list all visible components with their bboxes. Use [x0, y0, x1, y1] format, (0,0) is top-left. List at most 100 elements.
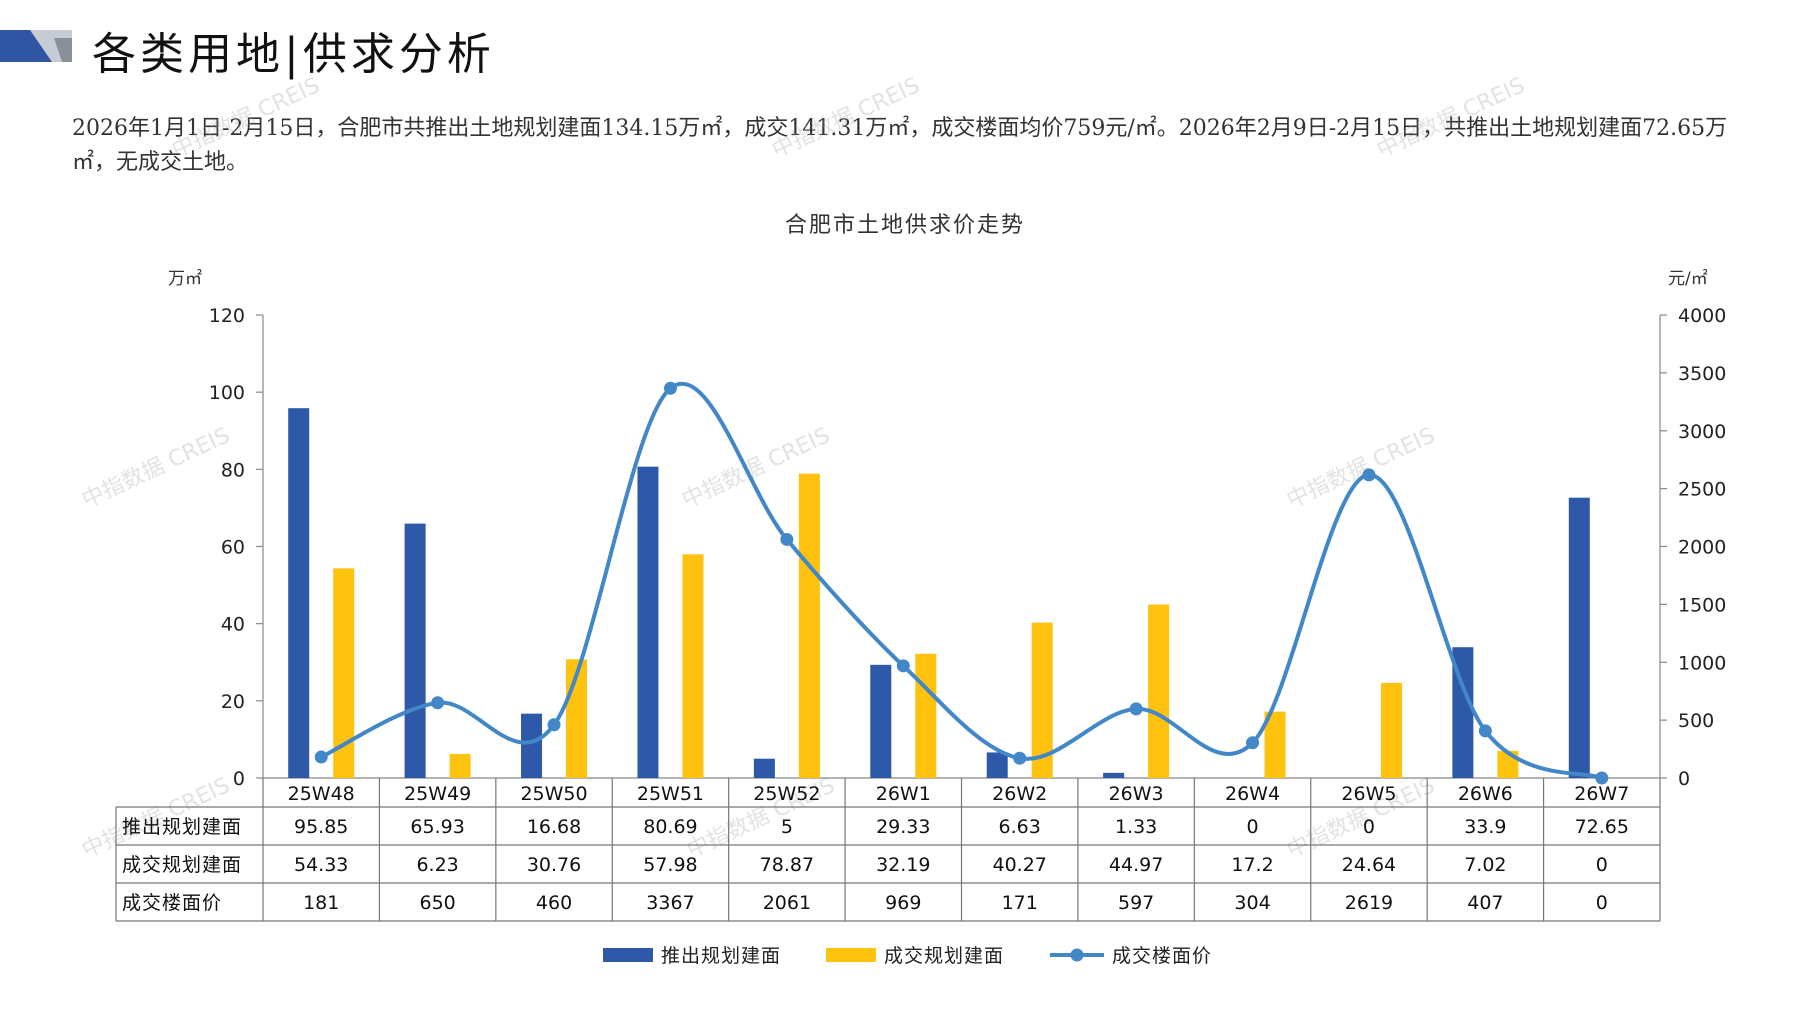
- table-cell: 33.9: [1464, 816, 1506, 838]
- y-left-tick-label: 0: [233, 768, 245, 790]
- price-point: [547, 718, 561, 732]
- table-cell: 0: [1596, 854, 1608, 876]
- price-point: [780, 532, 794, 546]
- price-point: [1595, 771, 1609, 785]
- table-row-header: 成交规划建面: [122, 854, 242, 876]
- bar-supply: [521, 713, 543, 778]
- y-right-tick-label: 2500: [1678, 479, 1726, 501]
- x-tick-label: 26W3: [1109, 783, 1164, 805]
- bar-supply: [1452, 647, 1474, 778]
- price-point: [896, 659, 910, 673]
- y-left-tick-label: 20: [221, 691, 245, 713]
- y-left-tick-label: 80: [221, 459, 245, 481]
- table-cell: 78.87: [760, 854, 814, 876]
- table-cell: 7.02: [1464, 854, 1506, 876]
- table-cell: 80.69: [643, 816, 697, 838]
- table-cell: 0: [1363, 816, 1375, 838]
- legend-marker: [1070, 948, 1084, 962]
- bar-deal: [449, 753, 471, 778]
- table-cell: 54.33: [294, 854, 348, 876]
- table-cell: 6.23: [416, 854, 458, 876]
- table-cell: 29.33: [876, 816, 930, 838]
- table-cell: 181: [303, 892, 339, 914]
- legend-label: 成交楼面价: [1112, 945, 1212, 967]
- bar-deal: [1148, 604, 1170, 778]
- legend-label: 成交规划建面: [884, 945, 1004, 967]
- table-cell: 597: [1118, 892, 1154, 914]
- bar-deal: [1031, 622, 1053, 778]
- price-point: [1246, 736, 1260, 750]
- table-cell: 1.33: [1115, 816, 1157, 838]
- y-left-tick-label: 120: [209, 305, 245, 327]
- y-left-tick-label: 40: [221, 614, 245, 636]
- bar-deal: [682, 554, 704, 778]
- table-cell: 16.68: [527, 816, 581, 838]
- x-tick-label: 26W7: [1574, 783, 1629, 805]
- bar-supply: [404, 523, 426, 778]
- table-cell: 0: [1596, 892, 1608, 914]
- bar-supply: [637, 466, 659, 778]
- price-line: [320, 382, 1603, 780]
- bar-supply: [1103, 772, 1125, 778]
- table-cell: 460: [536, 892, 572, 914]
- table-cell: 57.98: [643, 854, 697, 876]
- x-tick-label: 25W50: [520, 783, 587, 805]
- y-right-tick-label: 1500: [1678, 594, 1726, 616]
- summary-text: 2026年1月1日-2月15日，合肥市共推出土地规划建面134.15万㎡，成交1…: [72, 116, 1728, 175]
- table-cell: 0: [1246, 816, 1258, 838]
- bar-deal: [333, 568, 355, 778]
- bar-supply: [1568, 497, 1590, 778]
- page-title: 各类用地|供求分析: [92, 29, 495, 80]
- y-right-tick-label: 2000: [1678, 537, 1726, 559]
- table-cell: 30.76: [527, 854, 581, 876]
- y-left-tick-label: 60: [221, 537, 245, 559]
- y-right-tick-label: 3000: [1678, 421, 1726, 443]
- y-right-tick-label: 500: [1678, 710, 1714, 732]
- header-logo-bar: [0, 30, 72, 62]
- chart-title: 合肥市土地供求价走势: [785, 213, 1025, 238]
- y-left-unit: 万㎡: [168, 269, 202, 289]
- price-point: [1129, 702, 1143, 716]
- table-cell: 650: [419, 892, 455, 914]
- table-cell: 2619: [1345, 892, 1393, 914]
- table-cell: 95.85: [294, 816, 348, 838]
- table-cell: 2061: [763, 892, 811, 914]
- y-right-tick-label: 3500: [1678, 363, 1726, 385]
- x-tick-label: 25W52: [753, 783, 820, 805]
- table-cell: 5: [781, 816, 793, 838]
- table-cell: 304: [1234, 892, 1270, 914]
- x-tick-label: 26W6: [1458, 783, 1513, 805]
- table-cell: 44.97: [1109, 854, 1163, 876]
- table-row-header: 推出规划建面: [122, 816, 242, 838]
- table-cell: 32.19: [876, 854, 930, 876]
- bar-deal: [915, 653, 937, 778]
- table-row-header: 成交楼面价: [122, 892, 222, 914]
- table-cell: 969: [885, 892, 921, 914]
- bar-deal: [1264, 711, 1286, 778]
- bar-supply: [288, 408, 310, 778]
- table-cell: 17.2: [1231, 854, 1273, 876]
- table-cell: 3367: [646, 892, 694, 914]
- y-left-tick-label: 100: [209, 382, 245, 404]
- x-tick-label: 26W1: [876, 783, 931, 805]
- table-cell: 65.93: [410, 816, 464, 838]
- price-point: [1478, 724, 1492, 738]
- y-right-tick-label: 0: [1678, 768, 1690, 790]
- bar-supply: [986, 752, 1008, 778]
- table-cell: 72.65: [1575, 816, 1629, 838]
- x-tick-label: 26W4: [1225, 783, 1280, 805]
- table-cell: 407: [1467, 892, 1503, 914]
- x-tick-label: 26W5: [1341, 783, 1396, 805]
- x-tick-label: 25W49: [404, 783, 471, 805]
- price-point: [1013, 751, 1027, 765]
- y-right-tick-label: 1000: [1678, 652, 1726, 674]
- bar-supply: [870, 664, 892, 778]
- legend-label: 推出规划建面: [661, 945, 781, 967]
- price-point: [431, 696, 445, 710]
- bar-supply: [753, 758, 775, 778]
- table-cell: 24.64: [1342, 854, 1396, 876]
- x-tick-label: 26W2: [992, 783, 1047, 805]
- bar-deal: [1380, 682, 1402, 778]
- price-point: [663, 381, 677, 395]
